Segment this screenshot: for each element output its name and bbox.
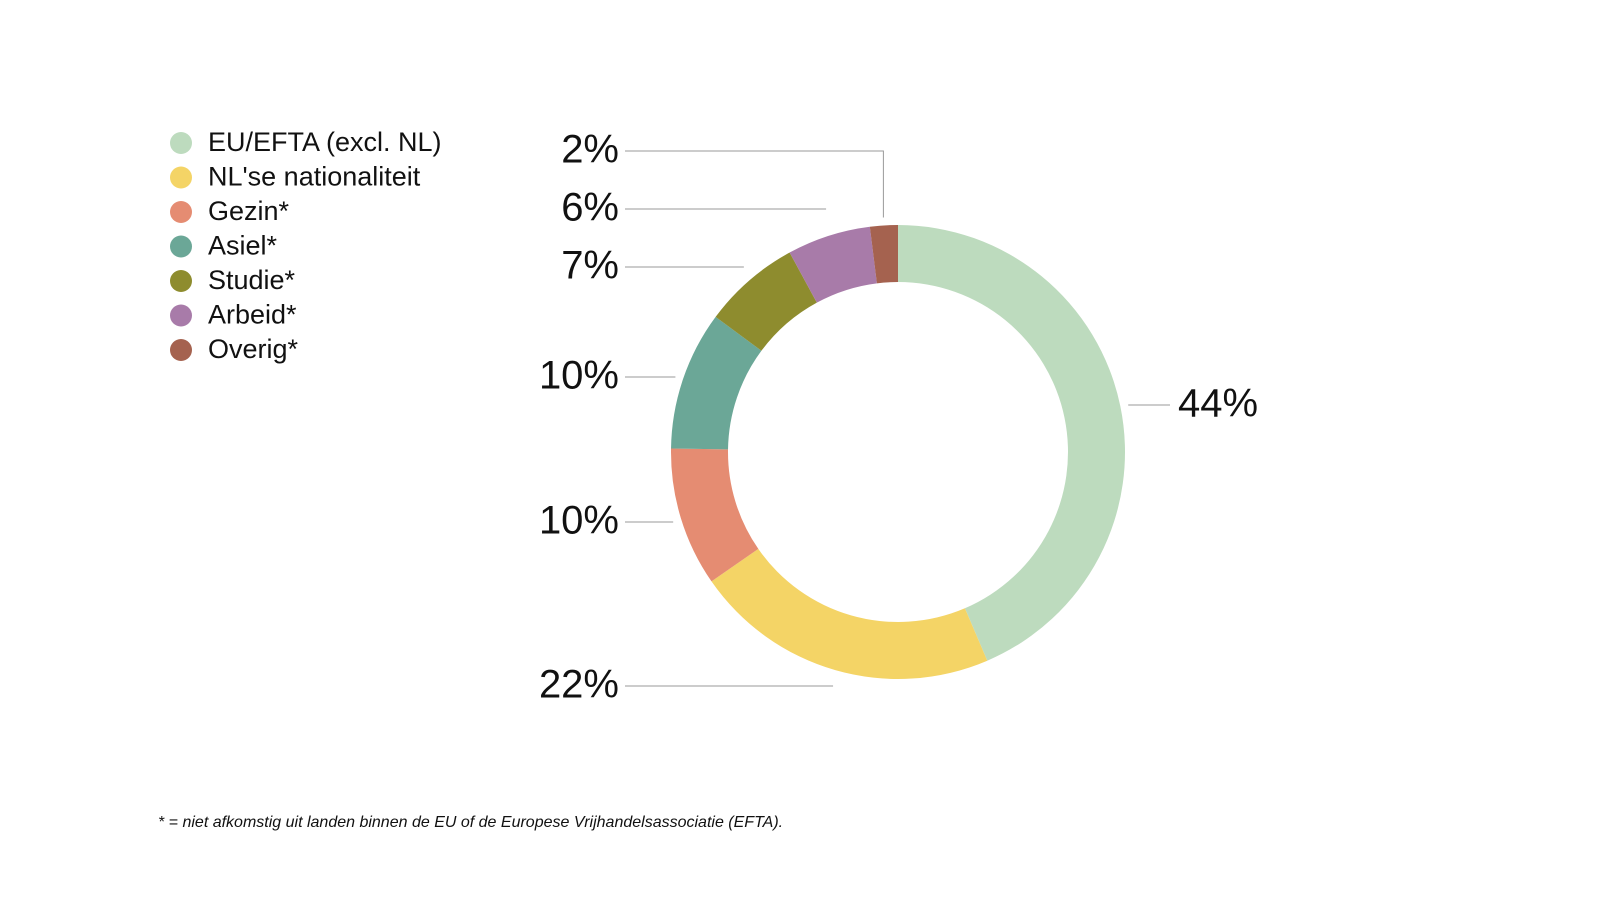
value-label: 7% [561, 244, 619, 288]
donut-slice [711, 548, 988, 679]
donut-slice [671, 316, 762, 450]
legend-label: NL'se nationaliteit [208, 162, 421, 192]
leader-line [625, 150, 884, 218]
donut-slice [898, 225, 1125, 661]
legend-swatch [170, 339, 192, 361]
value-label: 6% [561, 186, 619, 230]
donut-slice [671, 448, 759, 582]
donut-slice [869, 225, 898, 284]
legend-label: Asiel* [208, 231, 278, 261]
legend-swatch [170, 270, 192, 292]
legend-label: Studie* [208, 265, 296, 295]
value-label: 2% [561, 128, 619, 172]
legend-label: Overig* [208, 334, 299, 364]
legend-swatch [170, 166, 192, 189]
legend-swatch [170, 132, 192, 154]
legend-swatch [170, 304, 192, 327]
legend-label: EU/EFTA (excl. NL) [208, 127, 442, 157]
value-label: 10% [539, 354, 619, 398]
legend-swatch [170, 235, 192, 258]
donut-slice [715, 252, 817, 351]
value-label: 10% [539, 499, 619, 543]
legend-swatch [170, 201, 192, 223]
value-label: 22% [539, 663, 619, 707]
footnote: * = niet afkomstig uit landen binnen de … [158, 814, 783, 831]
donut-slice [789, 226, 877, 303]
value-label: 44% [1178, 382, 1258, 426]
legend-label: Arbeid* [208, 300, 297, 330]
legend-label: Gezin* [208, 196, 290, 226]
